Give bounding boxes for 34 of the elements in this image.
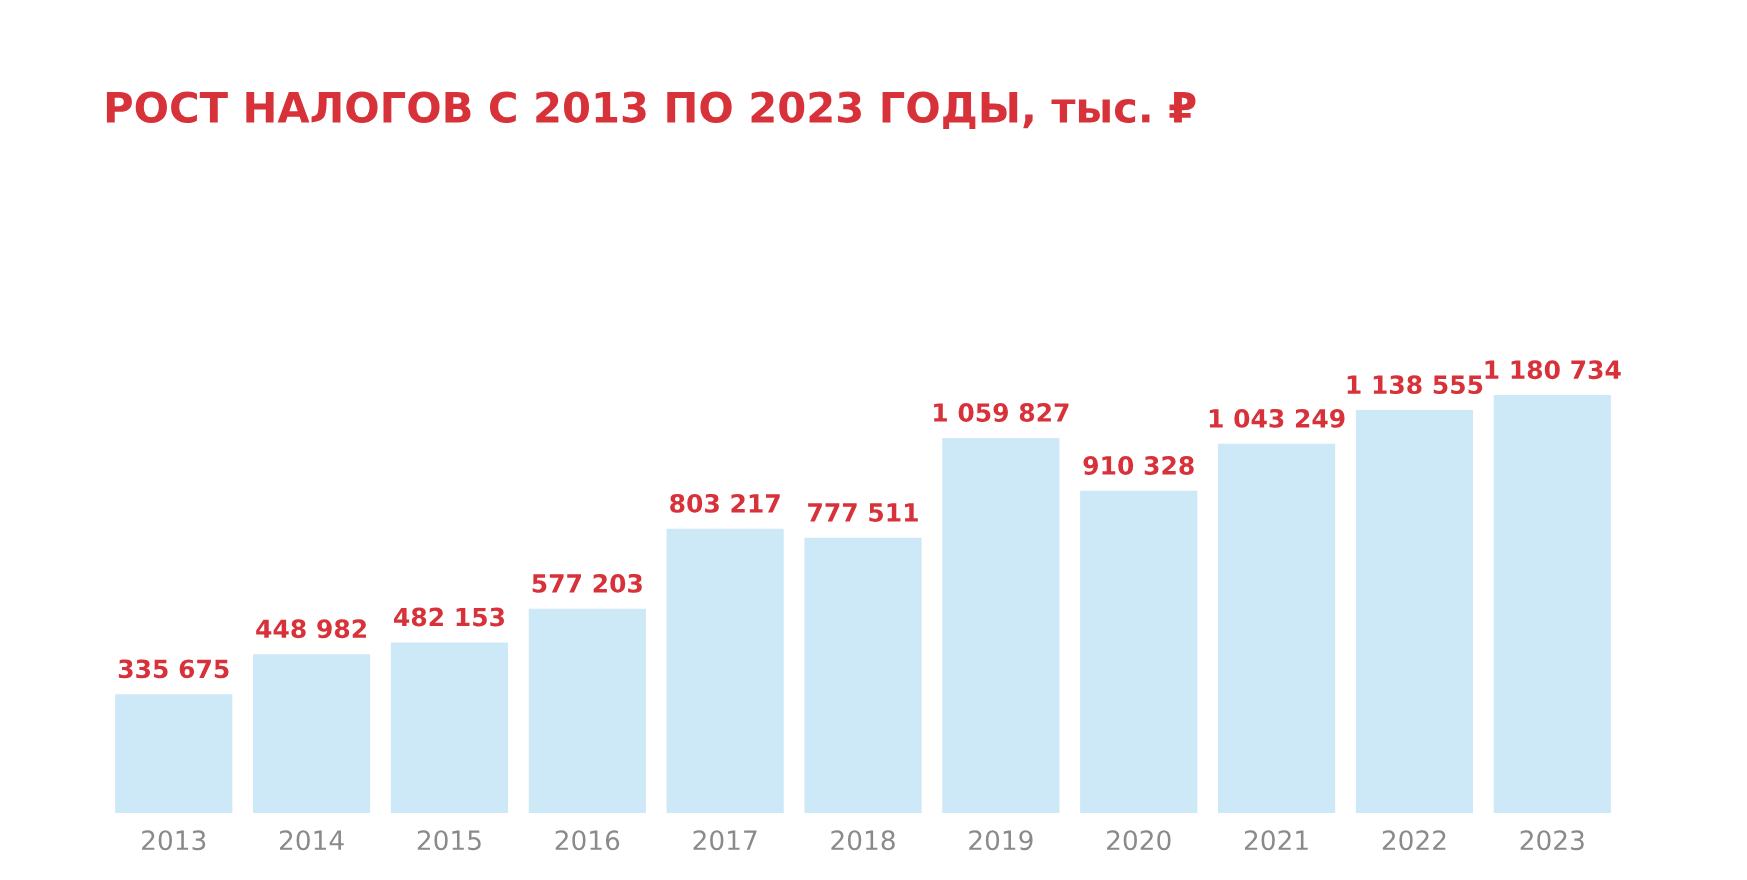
data-label: 910 328: [1083, 455, 1194, 475]
data-label: 1 138 555: [1347, 375, 1483, 395]
data-label: 1 180 734: [1485, 360, 1621, 380]
bar: [666, 528, 784, 814]
chart-title: РОСТ НАЛОГОВ С 2013 ПО 2023 ГОДЫ, тыс. ₽: [106, 91, 1196, 129]
data-label: 1 059 827: [934, 403, 1069, 422]
x-tick-label: 2018: [831, 830, 895, 851]
data-label: 448 982: [256, 619, 366, 639]
data-label: 803 217: [670, 493, 780, 513]
data-label: 1 043 249: [1209, 408, 1345, 428]
bar: [1355, 410, 1474, 814]
x-tick-label: 2022: [1382, 830, 1446, 851]
bar: [942, 437, 1060, 814]
x-tick-label: 2015: [417, 830, 481, 851]
data-label: 777 511: [808, 503, 918, 522]
x-tick-label: 2016: [555, 830, 620, 851]
x-tick-label: 2019: [969, 830, 1033, 851]
x-tick-label: 2013: [142, 830, 206, 851]
bar: [115, 694, 233, 814]
bar: [390, 642, 509, 814]
bar: [1080, 490, 1198, 814]
x-tick-label: 2017: [693, 830, 757, 851]
data-label: 482 153: [394, 607, 505, 627]
data-label: 577 203: [532, 573, 642, 593]
bar: [528, 608, 646, 814]
x-tick-label: 2023: [1520, 830, 1584, 851]
x-tick-label: 2014: [279, 830, 344, 851]
x-tick-label: 2020: [1107, 830, 1171, 851]
bar: [1217, 443, 1336, 814]
x-tick-label: 2021: [1244, 830, 1308, 851]
data-label: 335 675: [118, 659, 229, 679]
bar: [1493, 395, 1611, 814]
bar: [253, 654, 371, 814]
bar: [804, 537, 922, 814]
